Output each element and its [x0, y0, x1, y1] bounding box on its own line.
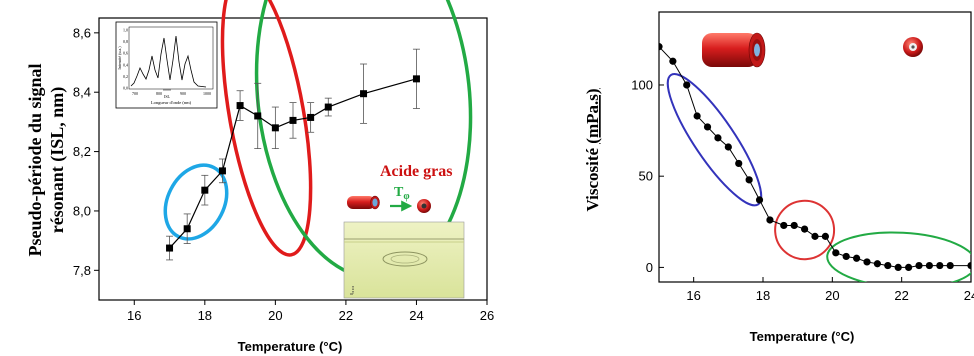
right-data-point	[905, 263, 913, 272]
left-x-tick-label: 20	[268, 308, 282, 323]
right-x-axis-label: Temperature (°C)	[750, 329, 855, 344]
right-ellipse-1	[774, 199, 836, 261]
left-data-point	[271, 124, 279, 132]
inset-y-tick-label: 0,6	[123, 51, 128, 57]
inset-spectrum-curve	[130, 35, 207, 88]
inset-x-axis-label: Longueur d'onde (nm)	[151, 100, 192, 105]
right-data-point	[915, 261, 923, 270]
left-data-point	[236, 102, 244, 110]
right-data-point	[735, 159, 743, 168]
left-x-tick-label: 18	[198, 308, 212, 323]
right-x-tick-label: 16	[686, 288, 700, 303]
left-ellipse-0	[163, 163, 229, 241]
right-ellipse-0	[666, 73, 763, 207]
right-x-tick-label: 20	[825, 288, 839, 303]
left-x-tick-label: 26	[480, 308, 494, 323]
left-y-tick-label: 8,2	[73, 144, 91, 159]
left-x-tick-label: 16	[127, 308, 141, 323]
microscope-image	[343, 221, 465, 299]
cylinder-micelle-icon-large	[702, 32, 766, 68]
right-data-point	[873, 260, 882, 268]
inset-y-tick-label: 0,2	[123, 74, 128, 80]
left-y-axis-label-line1: Pseudo-période du signal	[25, 63, 45, 256]
left-data-point	[307, 113, 315, 121]
right-data-point	[669, 57, 677, 65]
right-data-point	[946, 261, 954, 270]
cylinder-micelle-icon	[347, 195, 380, 210]
left-y-tick-label: 7,8	[73, 263, 91, 278]
right-ellipse-2	[826, 231, 971, 282]
right-y-tick-label: 0	[646, 260, 653, 275]
right-data-point	[967, 261, 971, 270]
left-data-point	[324, 103, 332, 111]
right-data-point	[863, 258, 871, 266]
inset-marker-label: ISL	[164, 94, 171, 99]
left-data-point	[183, 225, 191, 233]
left-y-tick-label: 8,0	[73, 203, 91, 218]
left-y-tick-label: 8,6	[73, 25, 91, 40]
left-data-point	[218, 167, 226, 175]
inset-x-tick-label: 700	[132, 91, 138, 96]
left-data-point	[166, 244, 174, 252]
left-chart: 16 18 20 22 24 26 7,8 8,0 8,2 8,4 8,6 Temperature…	[25, 0, 494, 354]
right-y-tick-label: 100	[631, 77, 653, 92]
right-x-tick-label: 22	[894, 288, 908, 303]
right-chart: 16 18 20 22 24 0 50 100 Temperature (°C) Visco…	[583, 11, 974, 344]
right-data-point	[811, 232, 819, 240]
right-data-point	[790, 221, 798, 230]
right-data-point	[832, 249, 840, 257]
left-x-tick-label: 22	[339, 308, 353, 323]
inset-y-axis-label: Intensité (u.a.)	[117, 46, 122, 70]
right-data-point	[801, 225, 809, 233]
right-plot-frame	[658, 11, 972, 283]
inset-x-tick-label: 800	[156, 91, 162, 96]
left-y-tick-label: 8,4	[73, 85, 91, 100]
right-data-point	[925, 261, 934, 270]
right-data-point	[703, 123, 712, 131]
inset-x-tick-label: 900	[180, 91, 186, 96]
right-x-tick-label: 24	[964, 288, 974, 303]
annotation-acide-gras: Acide gras	[380, 163, 452, 180]
right-data-point	[683, 81, 691, 89]
right-data-point	[745, 176, 753, 184]
left-ellipse-1	[220, 0, 313, 257]
right-data-point	[780, 221, 788, 230]
right-data-point	[755, 196, 764, 204]
left-x-tick-label: 24	[409, 308, 423, 323]
inset-y-tick-label: 0,0	[123, 86, 128, 92]
right-y-axis-label: Viscosité (mPa.s)	[583, 88, 602, 211]
right-data-point	[693, 112, 701, 120]
right-data-point	[884, 261, 892, 270]
left-y-axis-label-line2: résonant (ISL, nm)	[47, 87, 68, 234]
spherical-micelle-icon-large	[903, 37, 923, 57]
left-plot-frame	[98, 17, 488, 301]
right-x-tick-label: 18	[756, 288, 770, 303]
right-data-point	[659, 43, 663, 51]
right-data-point	[842, 252, 850, 261]
inset-x-tick-label: 1000	[203, 91, 211, 96]
right-y-tick-label: 50	[639, 169, 653, 184]
left-data-point	[254, 112, 262, 120]
right-data-point	[853, 254, 861, 262]
right-data-point	[724, 143, 732, 151]
left-data-point	[360, 90, 368, 98]
transition-arrow-label: Tφ	[394, 185, 410, 202]
left-data-point	[289, 116, 297, 124]
left-data-point	[201, 186, 209, 194]
spherical-micelle-icon	[417, 199, 431, 213]
left-data-point	[412, 75, 420, 83]
right-data-point	[714, 134, 722, 142]
right-data-point	[821, 232, 830, 240]
left-series-line	[169, 78, 417, 249]
inset-spectrum: ISL 700 800 900 1000 1,0 0,8 0,6 0,4 0,2 0,0 Lon…	[115, 21, 218, 109]
left-x-axis-label: Temperature (°C)	[238, 339, 343, 354]
inset-y-tick-label: 0,8	[123, 39, 128, 45]
right-data-point	[936, 261, 944, 270]
right-data-point	[766, 216, 774, 224]
inset-y-tick-label: 0,4	[123, 62, 128, 68]
inset-y-tick-label: 1,0	[123, 28, 128, 34]
right-data-point	[894, 263, 902, 272]
